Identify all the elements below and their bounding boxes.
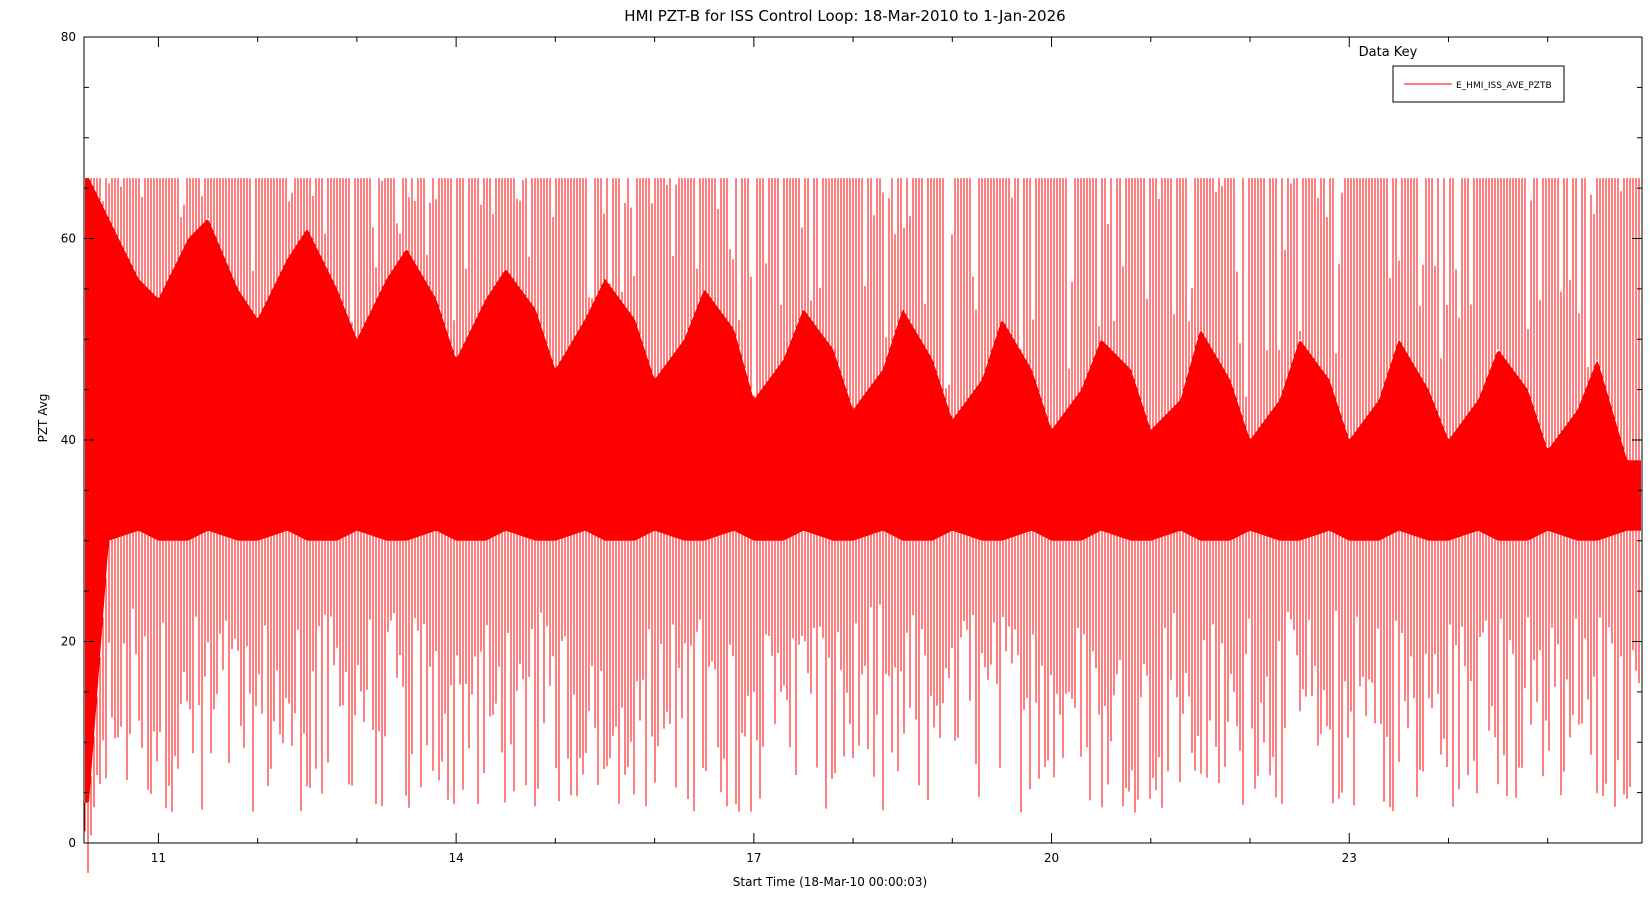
legend: Data Key E_HMI_ISS_AVE_PZTB — [1359, 45, 1565, 103]
chart-title: HMI PZT-B for ISS Control Loop: 18-Mar-2… — [624, 7, 1065, 25]
y-tick-label: 80 — [61, 30, 76, 44]
data-series-spikes — [84, 178, 1640, 873]
legend-title: Data Key — [1359, 45, 1418, 60]
x-tick-label: 14 — [448, 851, 463, 865]
y-axis-label: PZT Avg — [36, 394, 50, 443]
legend-entry-label: E_HMI_ISS_AVE_PZTB — [1456, 81, 1552, 91]
y-tick-label: 0 — [68, 836, 76, 850]
x-tick-label: 23 — [1342, 851, 1357, 865]
data-series-band — [85, 178, 1641, 803]
y-tick-label: 60 — [61, 232, 76, 246]
x-axis-label: Start Time (18-Mar-10 00:00:03) — [733, 875, 927, 889]
axes: 0 20 40 60 80 11 14 17 20 23 — [61, 30, 1642, 865]
x-tick-label: 17 — [746, 851, 761, 865]
plot-area — [84, 178, 1641, 873]
y-tick-label: 40 — [61, 433, 76, 447]
x-tick-label: 11 — [151, 851, 166, 865]
y-tick-label: 20 — [61, 635, 76, 649]
x-tick-label: 20 — [1044, 851, 1059, 865]
